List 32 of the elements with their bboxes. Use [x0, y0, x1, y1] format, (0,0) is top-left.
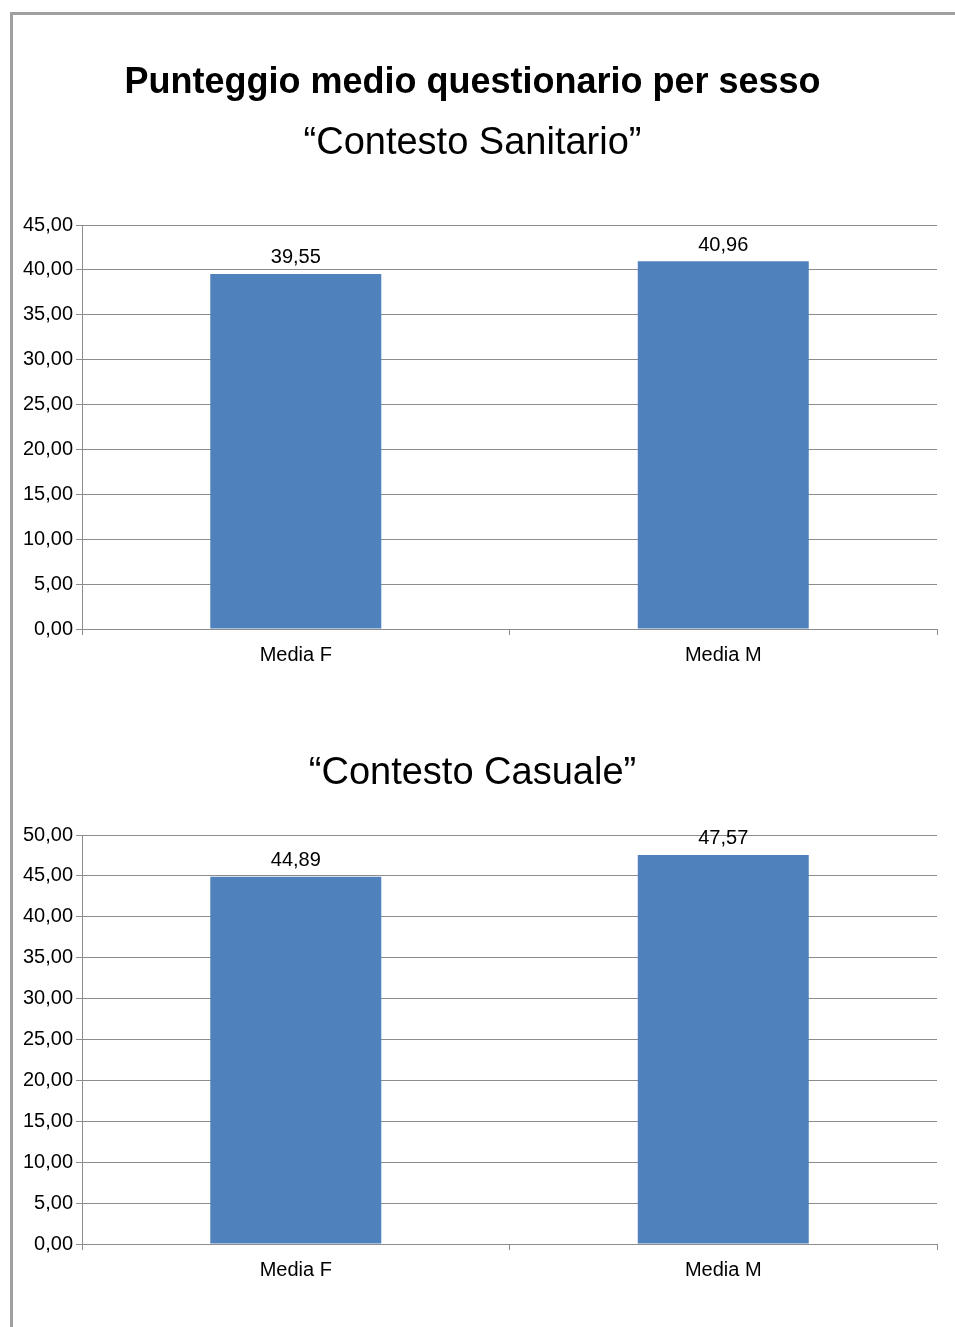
y-tick-label: 30,00 — [22, 986, 74, 1009]
y-tick-label: 45,00 — [22, 212, 74, 235]
y-tick-label: 25,00 — [22, 392, 74, 415]
chart-title: Punteggio medio questionario per sesso — [123, 60, 822, 103]
y-tick-label: 5,00 — [34, 1190, 74, 1213]
y-tick-label: 35,00 — [22, 945, 74, 968]
y-tick-label: 15,00 — [22, 1108, 74, 1131]
chart-title: “Contesto Casuale” — [307, 750, 638, 794]
x-tick-label: Media M — [684, 1257, 762, 1280]
y-tick-label: 25,00 — [22, 1027, 74, 1050]
y-tick-label: 15,00 — [22, 481, 74, 504]
data-label: 40,96 — [698, 232, 749, 255]
y-tick-label: 5,00 — [34, 571, 74, 594]
y-tick-label: 50,00 — [22, 822, 74, 845]
y-tick-label: 30,00 — [22, 347, 74, 370]
y-tick-label: 20,00 — [22, 436, 74, 459]
y-tick-label: 0,00 — [34, 1231, 74, 1254]
data-label: 39,55 — [270, 245, 321, 268]
x-tick-label: Media F — [259, 1257, 332, 1280]
y-tick-label: 10,00 — [22, 526, 74, 549]
y-tick-label: 0,00 — [34, 616, 74, 639]
y-tick-label: 40,00 — [22, 904, 74, 927]
y-tick-label: 40,00 — [22, 257, 74, 280]
y-tick-label: 35,00 — [22, 302, 74, 325]
x-tick-label: Media F — [259, 642, 332, 665]
x-tick-label: Media M — [684, 642, 762, 665]
data-label: 44,89 — [270, 848, 321, 871]
y-tick-label: 45,00 — [22, 863, 74, 886]
y-tick-label: 10,00 — [22, 1149, 74, 1172]
data-label: 47,57 — [698, 826, 749, 849]
chart-subtitle: “Contesto Sanitario” — [302, 120, 643, 164]
y-tick-label: 20,00 — [22, 1067, 74, 1090]
